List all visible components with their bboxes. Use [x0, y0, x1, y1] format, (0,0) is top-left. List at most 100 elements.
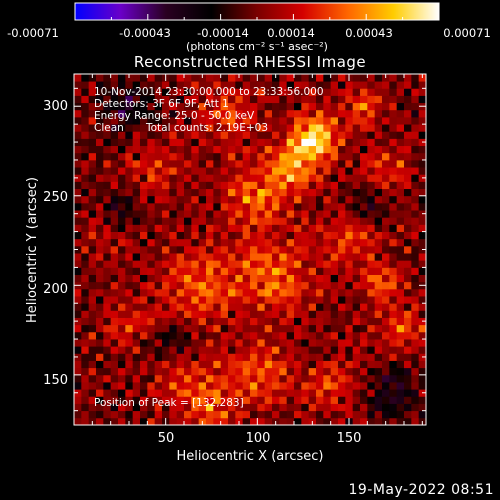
heatmap-cell [110, 303, 119, 311]
heatmap-cell [330, 138, 339, 147]
heatmap-cell [411, 253, 420, 261]
heatmap-cell [74, 339, 82, 347]
heatmap-cell [162, 181, 170, 190]
heatmap-cell [316, 310, 324, 318]
heatmap-cell [147, 202, 156, 211]
heatmap-cell [184, 403, 192, 412]
heatmap-cell [162, 296, 170, 304]
heatmap-cell [140, 417, 148, 425]
heatmap-cell [96, 274, 104, 283]
heatmap-cell [88, 116, 97, 125]
heatmap-cell [301, 396, 310, 404]
heatmap-cell [352, 109, 361, 118]
heatmap-cell [389, 152, 398, 161]
heatmap-cell [257, 360, 266, 369]
heatmap-cell [367, 138, 376, 147]
heatmap-cell [176, 195, 185, 204]
heatmap-cell [81, 81, 90, 89]
heatmap-cell [323, 303, 332, 311]
heatmap-cell [294, 116, 302, 125]
heatmap-cell [235, 253, 244, 261]
heatmap-cell [294, 131, 302, 139]
heatmap-cell [198, 245, 207, 254]
heatmap-cell [264, 217, 273, 225]
heatmap-cell [235, 174, 244, 182]
heatmap-cell [301, 88, 310, 96]
heatmap-cell [257, 188, 266, 197]
heatmap-cell [118, 245, 126, 254]
heatmap-cell [147, 310, 156, 318]
heatmap-cell [88, 410, 97, 419]
heatmap-cell [140, 245, 148, 254]
heatmap-cell [154, 159, 163, 168]
heatmap-cell [147, 253, 156, 261]
heatmap-cell [374, 274, 383, 283]
heatmap-cell [74, 88, 82, 96]
heatmap-cell [235, 224, 244, 232]
heatmap-cell [345, 260, 354, 268]
heatmap-cell [132, 195, 141, 204]
heatmap-cell [81, 174, 90, 182]
heatmap-cell [81, 331, 90, 340]
heatmap-cell [220, 346, 229, 354]
heatmap-cell [279, 410, 288, 419]
heatmap-cell [389, 296, 398, 304]
heatmap-cell [264, 281, 273, 290]
heatmap-cell [316, 74, 324, 82]
heatmap-cell [213, 410, 222, 419]
heatmap-cell [250, 152, 258, 161]
heatmap-cell [96, 81, 104, 89]
heatmap-cell [169, 202, 178, 211]
heatmap-cell [191, 109, 200, 118]
heatmap-cell [352, 231, 361, 240]
heatmap-cell [323, 145, 332, 154]
heatmap-cell [389, 167, 398, 175]
heatmap-cell [257, 296, 266, 304]
heatmap-cell [110, 374, 119, 383]
heatmap-cell [264, 159, 273, 168]
heatmap-cell [250, 253, 258, 261]
heatmap-cell [198, 346, 207, 354]
heatmap-cell [389, 224, 398, 232]
heatmap-cell [338, 253, 346, 261]
heatmap-cell [338, 360, 346, 369]
heatmap-cell [286, 389, 295, 397]
heatmap-cell [264, 417, 273, 425]
heatmap-cell [132, 417, 141, 425]
heatmap-cell [74, 403, 82, 412]
heatmap-cell [191, 81, 200, 89]
heatmap-cell [279, 374, 288, 383]
heatmap-cell [323, 274, 332, 283]
heatmap-cell [352, 188, 361, 197]
heatmap-cell [88, 88, 97, 96]
heatmap-cell [301, 260, 310, 268]
heatmap-cell [184, 231, 192, 240]
heatmap-cell [389, 188, 398, 197]
heatmap-cell [345, 102, 354, 111]
heatmap-cell [191, 253, 200, 261]
heatmap-cell [81, 245, 90, 254]
heatmap-cell [184, 288, 192, 297]
heatmap-cell [257, 231, 266, 240]
heatmap-cell [110, 217, 119, 225]
heatmap-cell [382, 267, 390, 275]
heatmap-cell [191, 245, 200, 254]
heatmap-cell [418, 95, 426, 104]
heatmap-cell [338, 102, 346, 111]
heatmap-cell [374, 202, 383, 211]
heatmap-cell [110, 274, 119, 283]
heatmap-cell [169, 224, 178, 232]
heatmap-cell [228, 88, 236, 96]
heatmap-cell [301, 124, 310, 132]
y-tick-label: 250 [43, 190, 68, 205]
heatmap-cell [404, 81, 412, 89]
heatmap-cell [206, 367, 214, 376]
heatmap-cell [191, 389, 200, 397]
heatmap-cell [279, 131, 288, 139]
heatmap-cell [411, 324, 420, 333]
heatmap-cell [184, 181, 192, 190]
heatmap-cell [418, 81, 426, 89]
heatmap-cell [154, 202, 163, 211]
heatmap-cell [396, 303, 405, 311]
heatmap-cell [125, 174, 134, 182]
